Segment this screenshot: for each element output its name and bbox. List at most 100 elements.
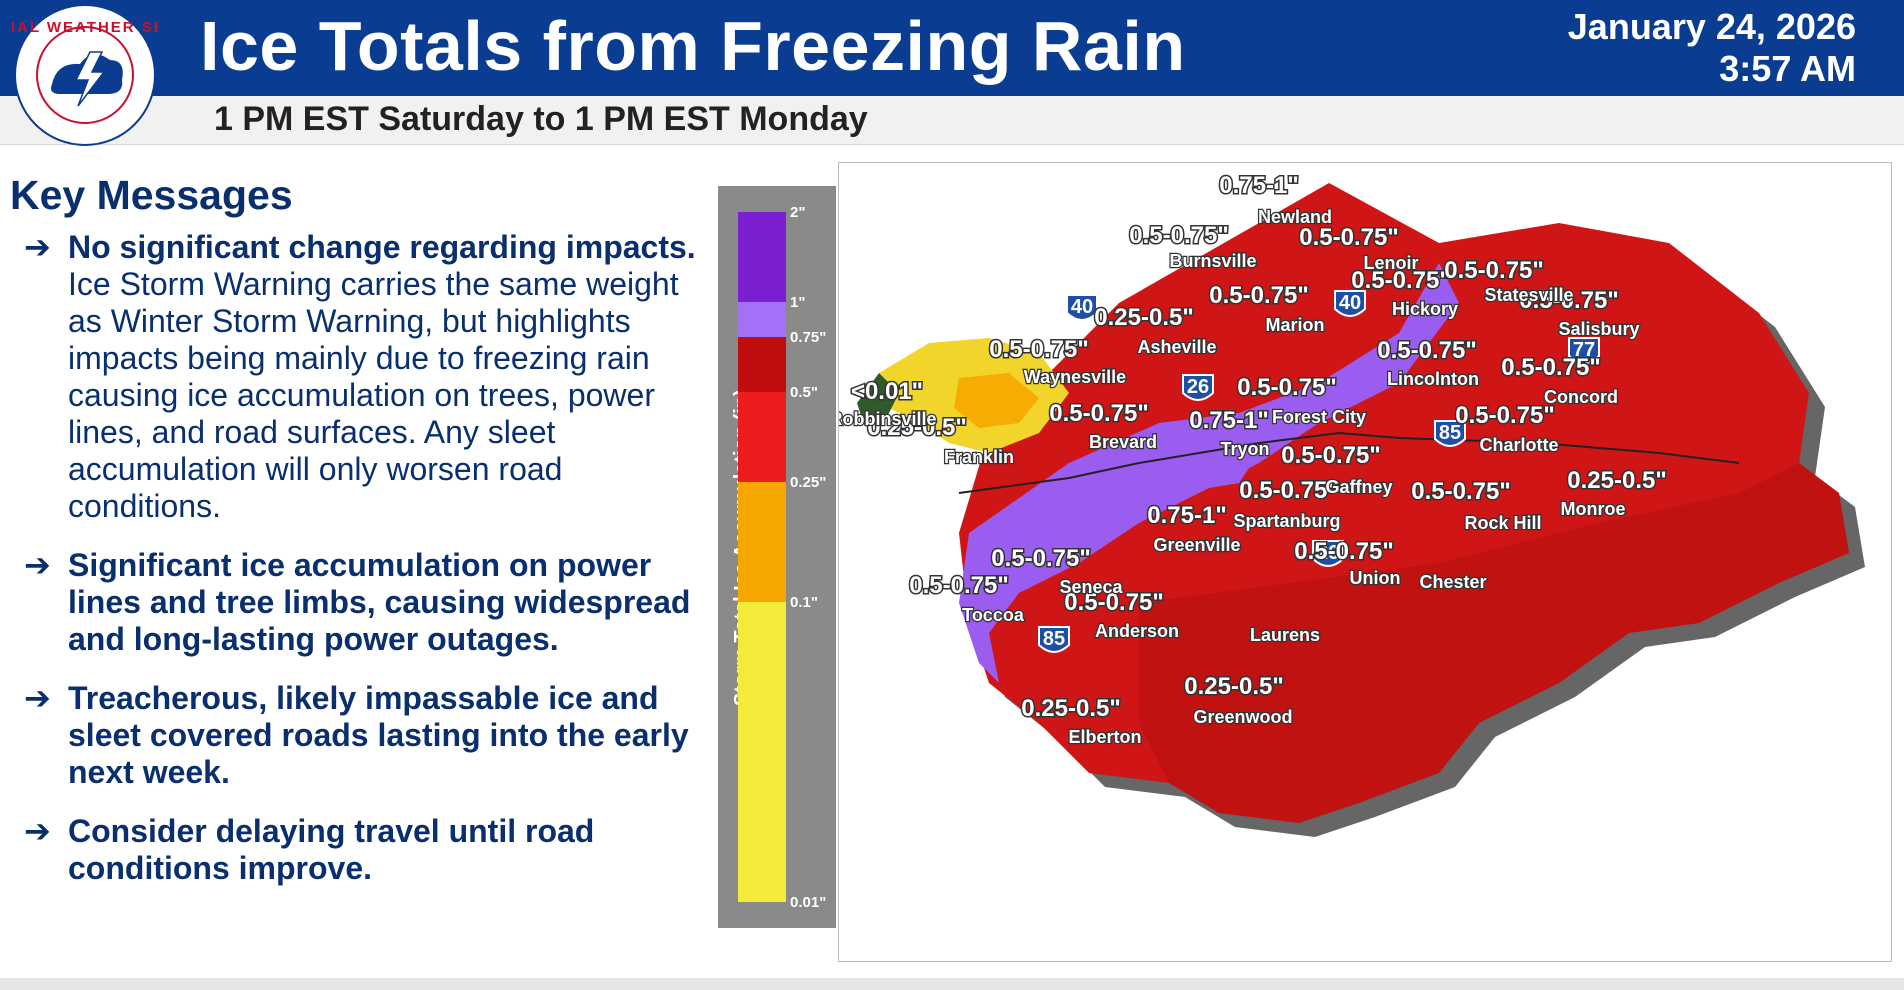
city-label: Waynesville — [1024, 367, 1126, 387]
key-message-4-bold: Consider delaying travel until road cond… — [68, 813, 595, 886]
key-message-4: ➔ Consider delaying travel until road co… — [10, 813, 710, 887]
interstate-shield-26-north: 26 — [1182, 374, 1214, 401]
state-border-line — [958, 431, 1740, 494]
amount-label: 0.25-0.5" — [867, 414, 966, 441]
amount-label: 0.5-0.75" — [1294, 538, 1393, 565]
date-time: January 24, 2026 3:57 AM — [1568, 6, 1856, 90]
amount-label: 0.5-0.75" — [991, 545, 1090, 572]
legend-band-075-05 — [738, 337, 786, 392]
map-region-darkred — [1139, 463, 1849, 823]
legend-tick-001: 0.01" — [790, 894, 826, 911]
key-messages-title: Key Messages — [10, 172, 293, 218]
city-label: Salisbury — [1558, 319, 1639, 339]
amount-label: 0.5-0.75" — [1237, 374, 1336, 401]
key-message-2-bold: Significant ice accumulation on power li… — [68, 547, 691, 657]
date-text: January 24, 2026 — [1567, 6, 1856, 47]
key-message-3: ➔ Treacherous, likely impassable ice and… — [10, 680, 710, 791]
city-label: Elberton — [1068, 727, 1141, 747]
legend-band-05-025 — [738, 392, 786, 482]
arrow-right-icon: ➔ — [24, 547, 51, 583]
amount-label: 0.75-1" — [1219, 172, 1298, 199]
legend-tick-025: 0.25" — [790, 474, 826, 491]
legend-tick-05: 0.5" — [790, 384, 818, 401]
map-region-green — [857, 373, 899, 425]
interstate-shield-40-west: 40 — [1066, 294, 1098, 321]
legend-tick-2: 2" — [790, 204, 805, 221]
key-message-1-bold: No significant change regarding impacts. — [68, 229, 696, 265]
city-label: Burnsville — [1169, 251, 1256, 271]
svg-text:77: 77 — [1573, 339, 1595, 361]
city-label: Lenoir — [1363, 253, 1418, 273]
legend-band-01-001 — [738, 602, 786, 902]
key-message-1-text: Ice Storm Warning carries the same weigh… — [68, 266, 679, 524]
amount-label: 0.5-0.75" — [1049, 400, 1148, 427]
subtitle-bar — [0, 96, 1904, 145]
interstate-shield-26-south: 26 — [1312, 540, 1344, 567]
amount-label: 0.5-0.75" — [1064, 589, 1163, 616]
city-label: Franklin — [944, 447, 1014, 467]
legend-band-025-01 — [738, 482, 786, 602]
key-message-3-bold: Treacherous, likely impassable ice and s… — [68, 680, 689, 790]
amount-label: 0.5-0.75" — [1239, 477, 1338, 504]
amount-label: 0.5-0.75" — [1411, 478, 1510, 505]
logo-text: NATIONAL WEATHER SERVICE — [12, 19, 158, 36]
city-label: Hickory — [1392, 299, 1458, 319]
city-label: Tryon — [1220, 439, 1269, 459]
city-label: Greenwood — [1193, 707, 1292, 727]
page-title: Ice Totals from Freezing Rain — [200, 7, 1186, 85]
city-label: Newland — [1258, 207, 1332, 227]
svg-text:40: 40 — [1071, 296, 1093, 318]
map-region-orange — [954, 373, 1039, 428]
key-message-1: ➔ No significant change regarding impact… — [10, 229, 710, 525]
city-label: Anderson — [1095, 621, 1179, 641]
interstate-shield-40-east: 40 — [1334, 290, 1366, 317]
amount-label: 0.25-0.5" — [1021, 695, 1120, 722]
key-message-2: ➔ Significant ice accumulation on power … — [10, 547, 710, 658]
city-labels: Newland Burnsville Lenoir Statesville Hi… — [839, 206, 1641, 749]
city-label: Toccoa — [962, 605, 1025, 625]
amount-label: 0.25-0.5" — [1184, 673, 1283, 700]
amount-label: 0.5-0.75" — [1299, 224, 1398, 251]
city-label: Concord — [1544, 387, 1618, 407]
city-label: Union — [1350, 568, 1401, 588]
amount-label: 0.5-0.75" — [1519, 287, 1618, 314]
key-messages: Key Messages ➔ No significant change reg… — [10, 172, 710, 909]
city-label: Gaffney — [1325, 477, 1392, 497]
city-label: Seneca — [1059, 577, 1123, 597]
city-label: Brevard — [1089, 432, 1157, 452]
svg-text:85: 85 — [1043, 628, 1065, 650]
interstate-shield-85-north: 85 — [1434, 420, 1466, 447]
svg-text:40: 40 — [1339, 292, 1361, 314]
arrow-right-icon: ➔ — [24, 680, 51, 716]
footer-bar — [0, 978, 1904, 990]
city-label: Charlotte — [1479, 435, 1558, 455]
legend-tick-1: 1" — [790, 294, 805, 311]
city-label: Forest City — [1272, 407, 1366, 427]
svg-text:85: 85 — [1439, 422, 1461, 444]
amount-label: 0.25-0.5" — [1567, 467, 1666, 494]
ice-map: 40 40 26 77 85 26 85 0.75-1" 0.5-0.75" 0… — [838, 162, 1892, 962]
amount-label: 0.75-1" — [1189, 407, 1268, 434]
amount-label: 0.5-0.75" — [1209, 282, 1308, 309]
amount-label: 0.5-0.75" — [1444, 257, 1543, 284]
arrow-right-icon: ➔ — [24, 229, 51, 265]
interstate-shield-85-south: 85 — [1038, 626, 1070, 653]
amount-label: 0.5-0.75" — [989, 336, 1088, 363]
amount-label: 0.5-0.75" — [1455, 402, 1554, 429]
amount-label: 0.75-1" — [1147, 502, 1226, 529]
header-banner — [0, 0, 1904, 96]
legend-band-2-1 — [738, 212, 786, 302]
city-label: Statesville — [1484, 285, 1573, 305]
amount-label: 0.5-0.75" — [1377, 337, 1476, 364]
amount-label: <0.01" — [851, 378, 923, 405]
city-label: Monroe — [1561, 499, 1626, 519]
arrow-right-icon: ➔ — [24, 813, 51, 849]
legend-tick-075: 0.75" — [790, 329, 826, 346]
amount-label: 0.5-0.75" — [1501, 354, 1600, 381]
amount-label: 0.25-0.5" — [1094, 304, 1193, 331]
svg-text:26: 26 — [1187, 376, 1209, 398]
amount-label: 0.5-0.75" — [1129, 222, 1228, 249]
interstate-shield-77: 77 — [1568, 337, 1600, 364]
city-label: Chester — [1419, 572, 1486, 592]
svg-text:26: 26 — [1317, 542, 1339, 564]
